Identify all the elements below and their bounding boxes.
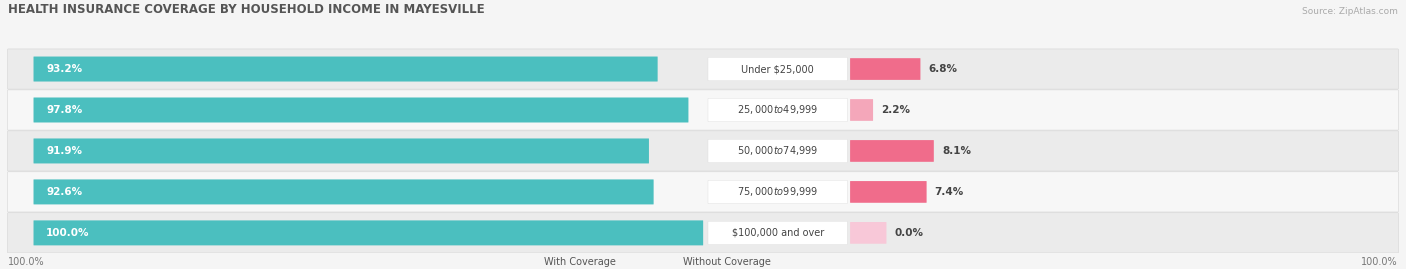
FancyBboxPatch shape	[527, 257, 540, 268]
Text: 91.9%: 91.9%	[46, 146, 82, 156]
Text: 6.8%: 6.8%	[928, 64, 957, 74]
Text: $100,000 and over: $100,000 and over	[731, 228, 824, 238]
FancyBboxPatch shape	[666, 257, 679, 268]
Text: 93.2%: 93.2%	[46, 64, 82, 74]
FancyBboxPatch shape	[7, 131, 1399, 171]
Text: Without Coverage: Without Coverage	[683, 257, 772, 267]
Text: 7.4%: 7.4%	[935, 187, 965, 197]
Text: 97.8%: 97.8%	[46, 105, 83, 115]
FancyBboxPatch shape	[851, 222, 886, 244]
FancyBboxPatch shape	[851, 181, 927, 203]
Text: $50,000 to $74,999: $50,000 to $74,999	[737, 144, 818, 157]
Text: 100.0%: 100.0%	[1361, 257, 1398, 267]
FancyBboxPatch shape	[34, 56, 658, 82]
FancyBboxPatch shape	[851, 99, 873, 121]
Text: Source: ZipAtlas.com: Source: ZipAtlas.com	[1302, 7, 1398, 16]
FancyBboxPatch shape	[34, 220, 703, 245]
FancyBboxPatch shape	[7, 172, 1399, 212]
FancyBboxPatch shape	[709, 57, 848, 81]
Text: 0.0%: 0.0%	[894, 228, 924, 238]
Text: $25,000 to $49,999: $25,000 to $49,999	[737, 104, 818, 116]
FancyBboxPatch shape	[34, 97, 689, 122]
FancyBboxPatch shape	[709, 98, 848, 122]
FancyBboxPatch shape	[709, 139, 848, 163]
FancyBboxPatch shape	[851, 140, 934, 162]
FancyBboxPatch shape	[709, 221, 848, 245]
Text: 8.1%: 8.1%	[942, 146, 972, 156]
FancyBboxPatch shape	[34, 179, 654, 204]
Text: Under $25,000: Under $25,000	[741, 64, 814, 74]
Text: With Coverage: With Coverage	[544, 257, 616, 267]
Text: 100.0%: 100.0%	[8, 257, 45, 267]
FancyBboxPatch shape	[34, 139, 650, 164]
Text: $75,000 to $99,999: $75,000 to $99,999	[737, 185, 818, 199]
FancyBboxPatch shape	[709, 180, 848, 204]
FancyBboxPatch shape	[7, 213, 1399, 253]
Text: 100.0%: 100.0%	[46, 228, 90, 238]
FancyBboxPatch shape	[7, 49, 1399, 89]
Text: 92.6%: 92.6%	[46, 187, 82, 197]
FancyBboxPatch shape	[851, 58, 921, 80]
FancyBboxPatch shape	[7, 90, 1399, 130]
Text: HEALTH INSURANCE COVERAGE BY HOUSEHOLD INCOME IN MAYESVILLE: HEALTH INSURANCE COVERAGE BY HOUSEHOLD I…	[8, 3, 485, 16]
Text: 2.2%: 2.2%	[882, 105, 910, 115]
